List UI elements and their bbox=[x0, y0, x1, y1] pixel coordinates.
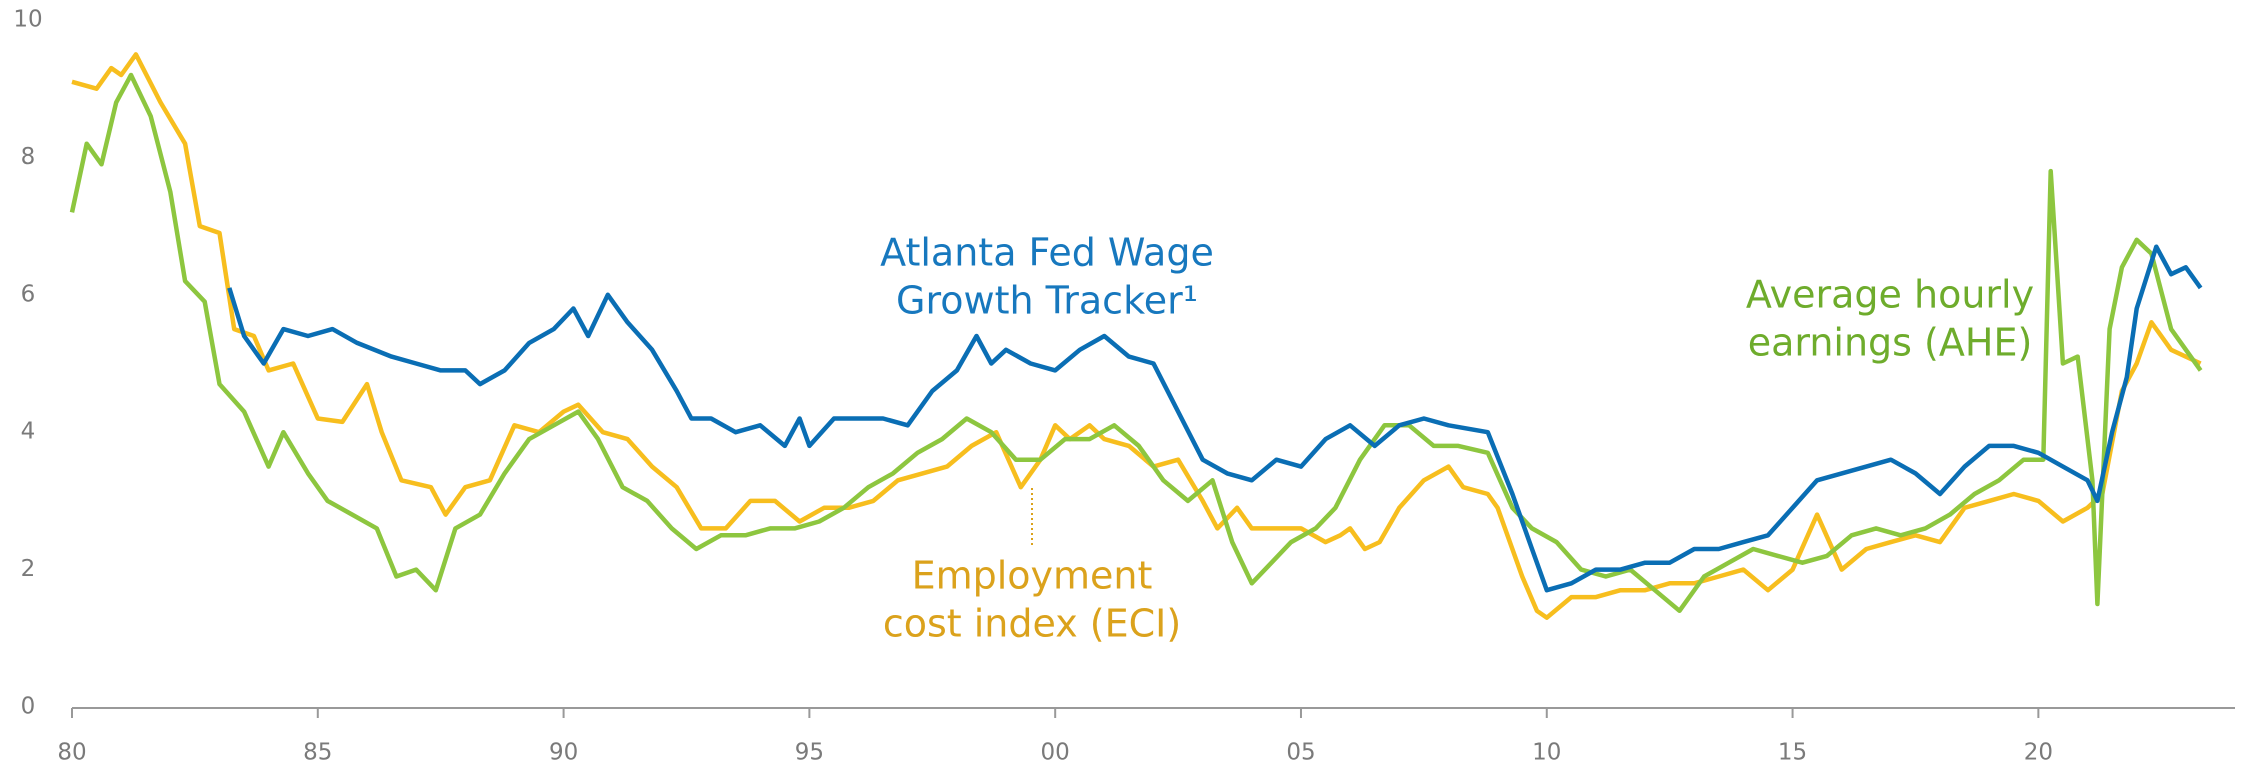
annotation: earnings (AHE) bbox=[1748, 321, 2033, 365]
x-tick-label: 10 bbox=[1532, 740, 1561, 766]
y-tick-label: 6 bbox=[21, 281, 36, 307]
annotation: Employment bbox=[912, 554, 1153, 598]
y-tick-label: 8 bbox=[21, 144, 36, 170]
series-line bbox=[71, 52, 2202, 620]
annotation: Atlanta Fed Wage bbox=[880, 231, 1214, 275]
x-tick-label: 85 bbox=[303, 740, 332, 766]
annotation: cost index (ECI) bbox=[883, 602, 1181, 646]
x-tick-label: 90 bbox=[549, 740, 578, 766]
series-line bbox=[227, 244, 2203, 593]
y-tick-label: 10 bbox=[13, 7, 42, 33]
x-tick-label: 95 bbox=[795, 740, 824, 766]
x-tick-label: 00 bbox=[1041, 740, 1070, 766]
x-tick-label: 80 bbox=[57, 740, 86, 766]
x-tick-label: 20 bbox=[2024, 740, 2053, 766]
y-tick-label: 0 bbox=[21, 694, 36, 720]
x-tick-label: 05 bbox=[1286, 740, 1315, 766]
annotation: Average hourly bbox=[1746, 273, 2034, 317]
series-line bbox=[69, 72, 2203, 614]
x-tick-label: 15 bbox=[1778, 740, 1807, 766]
y-tick-label: 4 bbox=[21, 419, 36, 445]
annotation: Growth Tracker¹ bbox=[896, 279, 1198, 323]
y-tick-label: 2 bbox=[21, 556, 36, 582]
